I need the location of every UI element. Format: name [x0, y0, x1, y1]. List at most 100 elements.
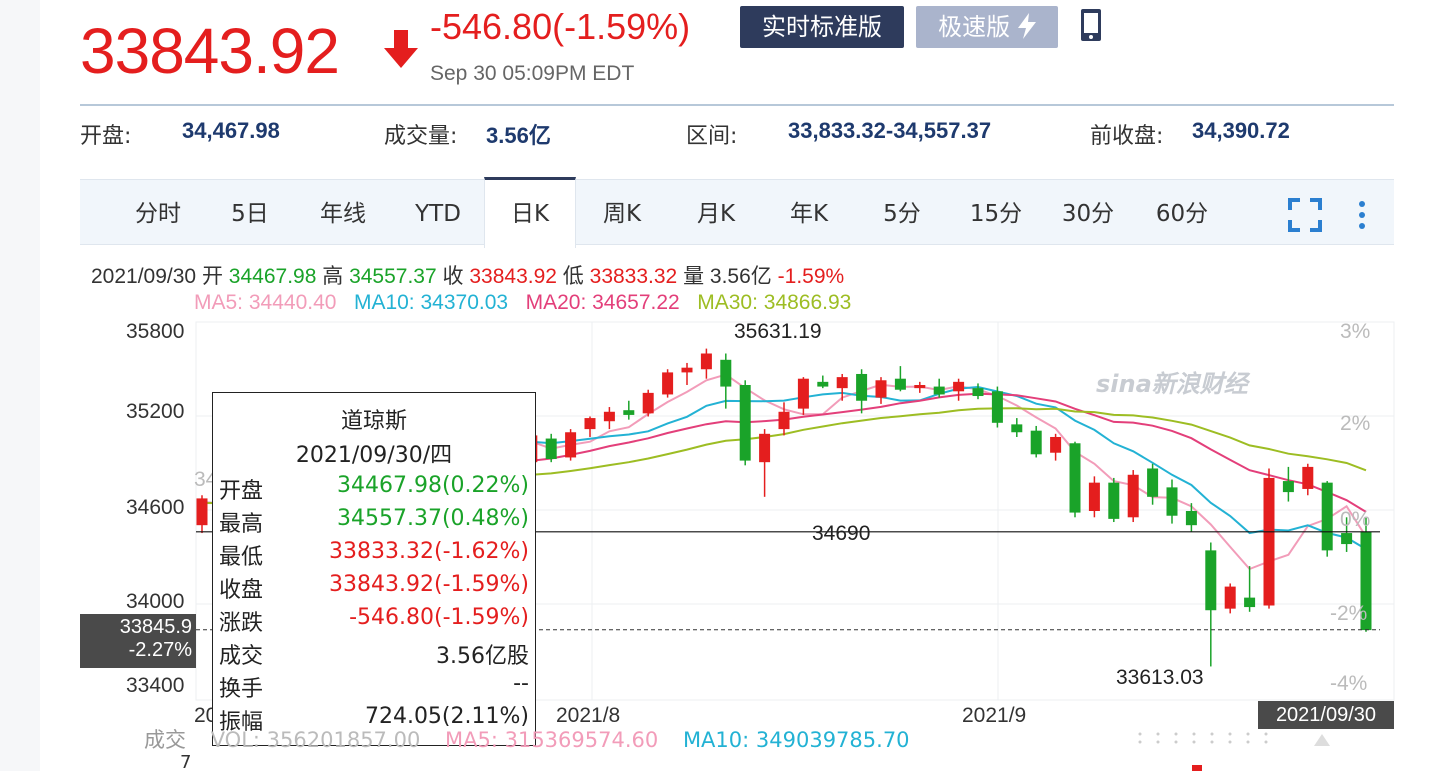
tooltip-row: 收盘 33843.92(-1.59%)	[219, 572, 529, 605]
scroll-indicator-dot	[1174, 732, 1178, 736]
x-axis-label: 2021/8	[556, 704, 621, 727]
candle-body	[1108, 482, 1120, 519]
info-high: 34557.37	[349, 265, 437, 288]
info-close-label: 收	[442, 265, 464, 288]
tooltip-key: 收盘	[219, 578, 264, 603]
y-right-label: -2%	[1330, 602, 1368, 625]
fast-version-label: 极速版	[938, 13, 1011, 41]
candle-body	[836, 377, 848, 389]
fast-version-button[interactable]: 极速版	[916, 6, 1058, 48]
tooltip-key: 成交	[219, 644, 264, 669]
stat-label-prev-close: 前收盘:	[1090, 124, 1164, 149]
tab-daily-k[interactable]: 日K	[484, 177, 576, 248]
sina-watermark: sina新浪财经	[1096, 370, 1248, 398]
candle-body	[623, 410, 635, 415]
info-pct: -1.59%	[777, 265, 845, 288]
y-axis-label: 35800	[126, 320, 185, 343]
tab-year-line[interactable]: 年线	[320, 201, 366, 227]
left-gutter	[0, 0, 40, 771]
scroll-indicator-dot	[1246, 740, 1250, 744]
y-right-label: 2%	[1340, 412, 1371, 435]
ma5-legend: MA5: 34440.40	[194, 291, 337, 314]
cursor-date-marker: 2021/09/30	[1258, 701, 1394, 729]
y-axis-label: 34600	[126, 496, 185, 519]
tab-monthly-k[interactable]: 月K	[696, 201, 736, 227]
candle-body	[759, 433, 771, 463]
tab-5min[interactable]: 5分	[883, 201, 921, 227]
tooltip-value: 34557.37(0.48%)	[336, 506, 529, 531]
volume-axis-label: 7	[180, 752, 192, 773]
tab-60min[interactable]: 60分	[1155, 201, 1209, 227]
candle-body	[1069, 443, 1081, 513]
scroll-indicator-dot	[1138, 740, 1142, 744]
lightning-icon	[1017, 13, 1036, 39]
scroll-indicator-dot	[1228, 740, 1232, 744]
tooltip-value: --	[513, 671, 529, 696]
standard-version-button[interactable]: 实时标准版	[740, 6, 904, 48]
candle-body	[1263, 477, 1275, 606]
candle-body	[1088, 482, 1100, 511]
candle-body	[584, 418, 596, 430]
ma-legend: MA5: 34440.40 MA10: 34370.03 MA20: 34657…	[194, 291, 851, 315]
info-open: 34467.98	[228, 265, 317, 288]
stat-label-open: 开盘:	[80, 124, 132, 149]
candle-body	[933, 386, 945, 395]
y-axis-label: 34000	[126, 590, 185, 613]
stat-value-prev-close: 34,390.72	[1192, 118, 1290, 143]
tooltip-row: 最高 34557.37(0.48%)	[219, 506, 529, 539]
current-price-pct: -2.27%	[128, 639, 192, 661]
ma10-legend: MA10: 34370.03	[353, 291, 509, 314]
scroll-indicator-dot	[1246, 732, 1250, 736]
last-price: 33843.92	[80, 15, 340, 87]
x-axis-label: 2021/9	[962, 704, 1027, 727]
tab-5day[interactable]: 5日	[231, 201, 269, 227]
candle-body	[817, 381, 829, 387]
tooltip-value: 3.56亿股	[436, 644, 529, 669]
stat-label-volume: 成交量:	[384, 124, 458, 149]
candle-body	[914, 385, 926, 389]
tooltip-key: 开盘	[219, 479, 264, 504]
tab-intraday[interactable]: 分时	[135, 201, 181, 227]
info-low-label: 低	[562, 265, 584, 288]
tooltip-row: 换手 --	[219, 671, 529, 704]
y-axis-label: 35200	[126, 400, 185, 423]
tooltip-value: 34467.98(0.22%)	[336, 473, 529, 498]
volume-bar	[1192, 765, 1202, 771]
ma20-legend: MA20: 34657.22	[525, 291, 680, 314]
tooltip-key: 涨跌	[219, 611, 264, 636]
fullscreen-icon[interactable]	[1280, 180, 1330, 244]
candle-body	[565, 432, 577, 458]
scroll-indicator-dot	[1156, 740, 1160, 744]
tab-ytd[interactable]: YTD	[415, 201, 461, 227]
stat-value-open: 34,467.98	[182, 118, 280, 143]
tooltip-key: 最低	[219, 545, 264, 570]
tab-weekly-k[interactable]: 周K	[602, 201, 642, 227]
tooltip-key: 振幅	[219, 710, 264, 735]
candle-body	[1147, 468, 1159, 497]
scroll-indicator-dot	[1210, 732, 1214, 736]
scroll-up-icon	[1314, 734, 1330, 746]
tab-15min[interactable]: 15分	[969, 201, 1023, 227]
candle-body	[720, 359, 732, 387]
candle-body	[991, 391, 1003, 423]
candle-body	[894, 378, 906, 390]
candle-body	[856, 373, 868, 401]
stat-value-volume: 3.56亿	[486, 123, 551, 148]
candle-body	[662, 372, 674, 395]
scroll-indicator-dot	[1156, 732, 1160, 736]
tooltip-title: 道琼斯	[340, 409, 407, 434]
tooltip-value: 724.05(2.11%)	[364, 704, 529, 729]
tab-yearly-k[interactable]: 年K	[789, 201, 829, 227]
mobile-icon[interactable]	[1080, 8, 1101, 41]
more-options-icon[interactable]	[1342, 180, 1382, 244]
tooltip-value: 33843.92(-1.59%)	[329, 572, 529, 597]
tab-30min[interactable]: 30分	[1061, 201, 1115, 227]
current-price-marker: 33845.9 -2.27%	[80, 614, 196, 668]
header-divider	[80, 104, 1394, 106]
info-close: 33843.92	[469, 265, 557, 288]
tooltip-row: 成交 3.56亿股	[219, 638, 529, 671]
candle-body	[1127, 474, 1139, 518]
scroll-indicator-dot	[1210, 740, 1214, 744]
plot-border	[195, 321, 1395, 701]
candle-body	[739, 385, 751, 461]
